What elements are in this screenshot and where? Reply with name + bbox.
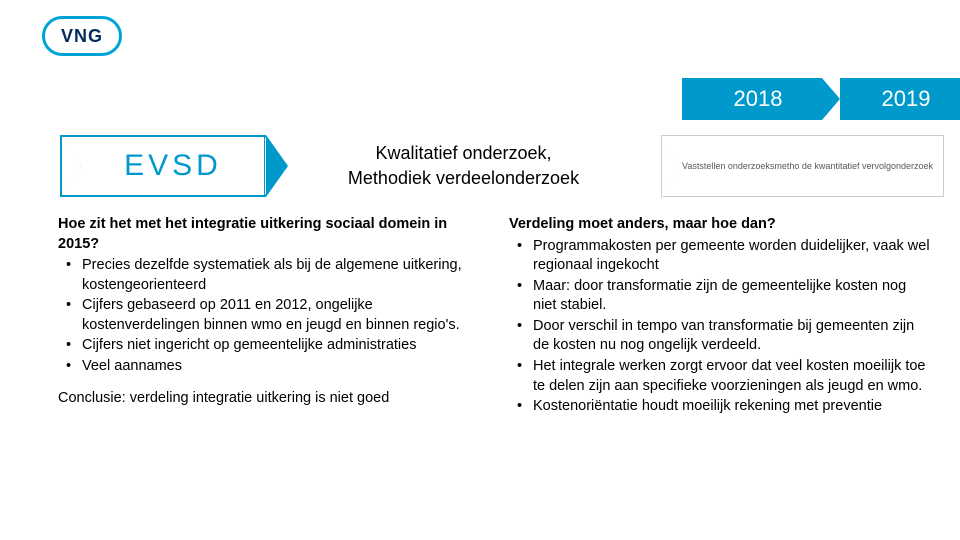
evsd-row: EVSD Kwalitatief onderzoek, Methodiek ve…: [0, 135, 960, 197]
evsd-label: EVSD: [124, 149, 222, 183]
left-list: Precies dezelfde systematiek als bij de …: [66, 256, 479, 376]
left-heading: Hoe zit het met het integratie uitkering…: [58, 215, 479, 254]
year-2018-label: 2018: [734, 86, 783, 112]
vng-logo: VNG: [42, 16, 122, 56]
list-item: Maar: door transformatie zijn de gemeent…: [517, 277, 930, 316]
list-item: Kostenoriëntatie houdt moeilijk rekening…: [517, 397, 930, 417]
right-list: Programmakosten per gemeente worden duid…: [517, 237, 930, 417]
vng-logo-text: VNG: [61, 26, 103, 47]
timeline-years: 2018 2019: [682, 78, 960, 120]
list-item: Cijfers gebaseerd op 2011 en 2012, ongel…: [66, 296, 479, 335]
list-item: Veel aannames: [66, 357, 479, 377]
list-item: Door verschil in tempo van transformatie…: [517, 317, 930, 356]
list-item: Precies dezelfde systematiek als bij de …: [66, 256, 479, 295]
evsd-middle-text: Kwalitatief onderzoek, Methodiek verdeel…: [266, 135, 661, 197]
left-conclusion: Conclusie: verdeling integratie uitkerin…: [58, 389, 479, 409]
year-2019-arrow: 2019: [840, 78, 960, 120]
small-research-text: Vaststellen onderzoeksmetho de kwantitat…: [682, 161, 933, 172]
year-2018-arrow: 2018: [682, 78, 822, 120]
evsd-middle-line1: Kwalitatief onderzoek,: [375, 143, 551, 164]
left-column: Hoe zit het met het integratie uitkering…: [58, 215, 479, 427]
right-column: Verdeling moet anders, maar hoe dan? Pro…: [509, 215, 930, 427]
evsd-arrow: EVSD: [60, 135, 266, 197]
evsd-middle-line2: Methodiek verdeelonderzoek: [348, 168, 579, 189]
list-item: Het integrale werken zorgt ervoor dat ve…: [517, 357, 930, 396]
small-research-arrow: Vaststellen onderzoeksmetho de kwantitat…: [661, 135, 944, 197]
right-heading: Verdeling moet anders, maar hoe dan?: [509, 215, 930, 235]
content-columns: Hoe zit het met het integratie uitkering…: [58, 215, 930, 427]
list-item: Cijfers niet ingericht op gemeentelijke …: [66, 336, 479, 356]
list-item: Programmakosten per gemeente worden duid…: [517, 237, 930, 276]
year-2019-label: 2019: [882, 86, 931, 112]
